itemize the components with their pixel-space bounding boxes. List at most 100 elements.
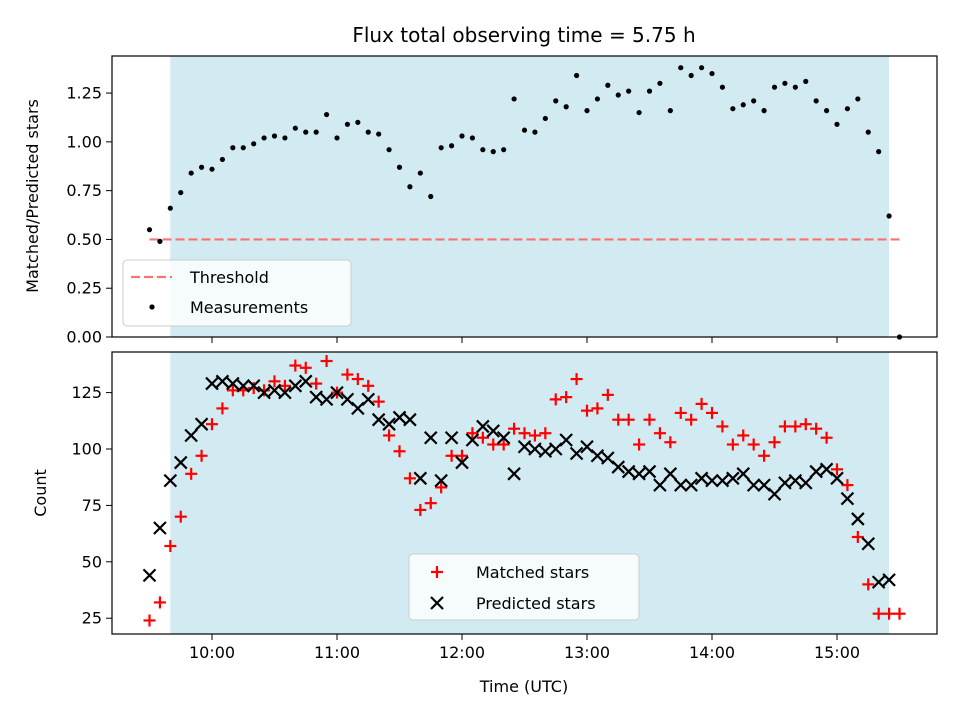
matched-point-0-0 [143, 614, 156, 627]
top-y-tick-label-1: 0.25 [66, 279, 102, 298]
matched-point-0-53 [695, 397, 708, 410]
legend-measurements-label: Measurements [190, 298, 308, 317]
predicted-point-1-69 [861, 536, 876, 551]
measurement-point-1 [157, 238, 163, 244]
matched-point-0-64 [810, 422, 823, 435]
matched-point-0-29 [445, 449, 458, 462]
matched-point-0-71 [883, 607, 896, 620]
x-tick-label-4: 14:00 [689, 643, 735, 662]
measurement-point-32 [480, 147, 486, 153]
predicted-point-1-16 [309, 390, 323, 404]
predicted-point-1-57 [736, 467, 751, 481]
measurement-point-27 [428, 193, 434, 200]
legend-measurements-swatch [149, 304, 155, 310]
predicted-point-1-10 [246, 379, 261, 393]
predicted-point-1-38 [538, 444, 553, 459]
predicted-point-1-11 [257, 385, 271, 400]
predicted-point-1-24 [392, 410, 407, 425]
measurement-point-59 [761, 108, 767, 114]
legend-matched-swatch [431, 566, 443, 578]
measurement-point-71 [886, 213, 892, 219]
matched-point-0-17 [320, 355, 333, 368]
matched-point-0-69 [862, 578, 875, 591]
measurement-point-16 [313, 129, 319, 135]
matched-point-0-60 [768, 436, 781, 449]
measurement-point-22 [376, 131, 382, 137]
matched-point-0-72 [893, 607, 906, 620]
predicted-point-1-15 [298, 374, 313, 389]
matched-point-0-36 [518, 427, 531, 440]
measurement-point-52 [688, 72, 694, 79]
matched-point-0-56 [726, 438, 739, 451]
predicted-point-1-13 [278, 385, 292, 400]
top-y-tick-label-4: 1.00 [66, 132, 102, 151]
measurement-point-5 [198, 164, 205, 170]
measurement-point-42 [584, 108, 590, 114]
top-panel: 0.00 0.25 0.50 0.75 1.00 1.25 Matched/Predict… [23, 55, 938, 347]
measurement-point-57 [740, 102, 746, 108]
predicted-point-1-5 [194, 417, 209, 431]
predicted-point-1-6 [205, 376, 219, 391]
predicted-point-1-62 [788, 473, 803, 488]
matched-point-0-39 [549, 393, 562, 406]
measurement-point-11 [261, 135, 267, 141]
predicted-point-1-54 [705, 473, 719, 488]
measurement-point-3 [178, 189, 184, 196]
predicted-point-1-37 [528, 442, 542, 456]
x-tick-label-5: 15:00 [814, 643, 860, 662]
legend-predicted-label: Predicted stars [476, 594, 596, 613]
matched-point-0-66 [831, 463, 843, 476]
predicted-point-1-34 [496, 430, 511, 445]
top-y-tick-label-3: 0.75 [66, 181, 102, 200]
matched-point-0-12 [268, 375, 281, 388]
measurement-point-9 [240, 145, 246, 151]
measurement-point-31 [469, 135, 476, 141]
measurement-point-69 [865, 129, 871, 135]
measurement-point-67 [844, 106, 851, 112]
matched-point-0-4 [185, 467, 198, 480]
predicted-point-1-43 [590, 448, 605, 463]
predicted-point-1-55 [715, 473, 730, 488]
matched-point-0-70 [872, 607, 885, 620]
predicted-point-1-49 [653, 478, 667, 492]
measurement-point-64 [813, 98, 819, 104]
measurement-point-49 [657, 80, 663, 86]
matched-point-0-14 [289, 359, 302, 372]
predicted-point-1-3 [173, 455, 188, 470]
predicted-point-1-14 [288, 379, 303, 393]
measurement-point-46 [626, 88, 632, 94]
matched-point-0-65 [820, 431, 833, 444]
predicted-point-1-48 [642, 464, 657, 479]
bottom-axes-frame [111, 351, 938, 635]
matched-point-0-2 [164, 540, 177, 553]
predicted-point-1-31 [465, 433, 480, 447]
matched-point-0-5 [195, 449, 208, 462]
predicted-point-1-66 [830, 471, 844, 486]
predicted-point-1-64 [809, 464, 823, 479]
measurement-point-43 [594, 96, 601, 102]
predicted-point-1-45 [611, 460, 626, 474]
measurement-point-24 [396, 164, 403, 170]
bottom-y-axis-label: Count [31, 469, 50, 517]
measurement-point-55 [719, 84, 726, 90]
matched-point-0-40 [560, 391, 573, 404]
bottom-y-tick-label-2: 75 [82, 496, 102, 515]
matched-point-0-42 [581, 404, 593, 417]
measurement-point-26 [417, 170, 423, 176]
matched-point-0-49 [653, 427, 666, 440]
measurement-point-66 [834, 121, 840, 127]
predicted-point-1-2 [163, 473, 178, 488]
measurement-point-60 [771, 84, 778, 90]
measurement-point-2 [167, 205, 173, 211]
measurement-point-62 [792, 84, 798, 90]
matched-point-0-47 [633, 438, 646, 451]
predicted-point-1-70 [871, 575, 886, 589]
matched-point-0-33 [487, 438, 500, 451]
x-axis-label: Time (UTC) [479, 677, 568, 696]
predicted-point-1-21 [361, 392, 376, 407]
matched-point-0-63 [799, 418, 812, 431]
predicted-point-1-30 [455, 455, 469, 470]
predicted-point-1-46 [621, 464, 636, 479]
matched-point-0-13 [278, 379, 291, 392]
measurement-point-68 [855, 96, 861, 102]
